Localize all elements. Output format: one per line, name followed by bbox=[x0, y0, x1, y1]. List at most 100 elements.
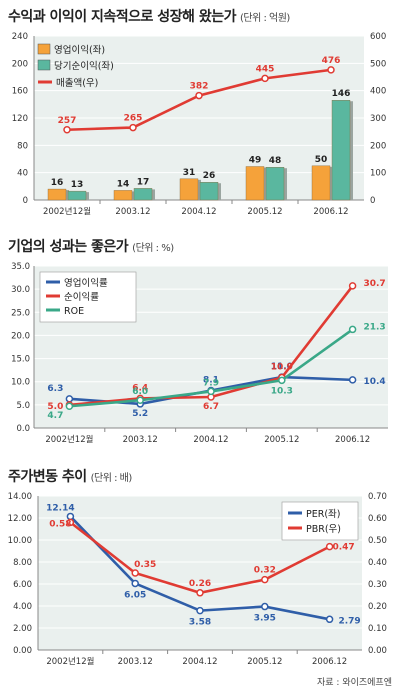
chart1-y-right-tick: 0 bbox=[370, 196, 375, 206]
chart3-title: 주가변동 추이 bbox=[8, 469, 87, 485]
chart2-y-tick: 15.0 bbox=[11, 355, 30, 365]
chart2-legend-label: 영업이익률 bbox=[64, 277, 108, 289]
chart2-series-0-point bbox=[348, 376, 357, 384]
chart3-x-tick: 2006.12 bbox=[312, 657, 347, 667]
chart1-revenue-point bbox=[195, 91, 203, 100]
chart2-legend-label: ROE bbox=[64, 306, 84, 317]
chart2-series-2-point bbox=[136, 396, 144, 404]
chart3-legend-label: PBR(우) bbox=[306, 524, 341, 535]
chart3-pbr-label: 0.35 bbox=[134, 560, 156, 570]
chart2-point-label: 10.3 bbox=[271, 386, 293, 396]
chart2-point-label: 6.3 bbox=[47, 384, 63, 394]
chart1-legend-label: 영업이익(좌) bbox=[54, 44, 105, 56]
chart3-y-right-tick: 0.00 bbox=[368, 646, 387, 656]
chart2-series-2-point bbox=[207, 387, 215, 396]
chart1-revenue-label: 257 bbox=[58, 116, 77, 126]
chart3-y-left-tick: 12.00 bbox=[8, 514, 32, 524]
chart1-bar-label: 146 bbox=[332, 89, 351, 99]
chart1-y-right-tick: 100 bbox=[370, 169, 386, 179]
chart2-point-label: 6.4 bbox=[132, 383, 148, 393]
chart3-per-point bbox=[325, 615, 334, 624]
chart3-per-point bbox=[131, 579, 139, 588]
chart3-y-left-tick: 0.00 bbox=[13, 646, 32, 656]
chart3-x-tick: 2003.12 bbox=[118, 657, 153, 667]
chart2-y-tick: 20.0 bbox=[11, 331, 30, 341]
chart3-pbr-label: 0.26 bbox=[189, 579, 211, 589]
source-note: 자료 : 와이즈에프엔 bbox=[317, 678, 392, 688]
chart3-pbr-label: 0.32 bbox=[254, 566, 276, 576]
chart3-y-left-tick: 8.00 bbox=[13, 558, 32, 568]
chart1-revenue-point bbox=[63, 126, 71, 134]
chart2-point-label: 11.0 bbox=[271, 362, 293, 372]
chart1-x-tick: 2003.12 bbox=[115, 207, 150, 217]
chart2-x-tick: 2002년12월 bbox=[45, 434, 93, 445]
chart2-y-tick: 5.0 bbox=[16, 401, 30, 411]
chart1-bar bbox=[245, 166, 265, 201]
chart1-bar-label: 31 bbox=[183, 168, 196, 178]
chart1-bar bbox=[133, 188, 153, 201]
chart1-bar-label: 49 bbox=[249, 156, 262, 166]
chart1-revenue-point bbox=[261, 74, 269, 83]
chart1-title: 수익과 이익이 지속적으로 성장해 왔는가 bbox=[8, 9, 236, 25]
chart3-pbr-point bbox=[325, 542, 334, 551]
chart1-y-left-tick: 240 bbox=[12, 32, 28, 42]
chart3-y-left-tick: 4.00 bbox=[13, 602, 32, 612]
chart1-unit: (단위 : 억원) bbox=[239, 13, 290, 24]
chart1-x-tick: 2005.12 bbox=[247, 207, 282, 217]
chart3-per-point bbox=[261, 602, 269, 611]
chart2-series-2-point bbox=[348, 325, 357, 334]
chart3-title-wrap: 주가변동 추이 (단위 : 배) bbox=[8, 466, 132, 486]
chart1-bar-label: 16 bbox=[51, 178, 64, 188]
chart1-bar-label: 17 bbox=[137, 177, 150, 187]
chart2-x-tick: 2004.12 bbox=[193, 435, 228, 445]
chart2-y-tick: 30.0 bbox=[11, 285, 30, 295]
chart3-per-point bbox=[196, 606, 204, 615]
chart2-title: 기업의 성과는 좋은가 bbox=[8, 239, 129, 255]
chart1-revenue-label: 476 bbox=[322, 56, 341, 66]
chart1-bar bbox=[179, 178, 199, 201]
chart3-pbr-label: 0.58 bbox=[49, 519, 71, 529]
chart2-y-tick: 35.0 bbox=[11, 262, 30, 272]
chart2-legend-label: 순이익률 bbox=[64, 291, 99, 303]
chart3-legend-label: PER(좌) bbox=[306, 509, 341, 520]
chart1-y-left-tick: 0 bbox=[23, 196, 28, 206]
chart2-point-label: 10.4 bbox=[363, 377, 385, 387]
chart1-bar bbox=[199, 182, 219, 201]
chart2-series-2-point bbox=[65, 402, 74, 410]
chart2-point-label: 21.3 bbox=[363, 322, 385, 332]
chart3-y-right-tick: 0.20 bbox=[368, 602, 387, 612]
chart2-point-label: 5.0 bbox=[47, 402, 63, 412]
chart3-y-left-tick: 6.00 bbox=[13, 580, 32, 590]
chart3-pbr-point bbox=[131, 569, 139, 577]
chart3-per-label: 12.14 bbox=[46, 503, 74, 513]
chart2-point-label: 10.9 bbox=[271, 363, 293, 373]
chart3-y-left-tick: 14.00 bbox=[8, 492, 32, 502]
chart1-y-right-tick: 300 bbox=[370, 114, 386, 124]
chart1-y-right-tick: 500 bbox=[370, 59, 386, 69]
chart1-bar bbox=[47, 188, 67, 201]
chart2-series-0-point bbox=[65, 395, 74, 403]
chart2-x-tick: 2006.12 bbox=[335, 435, 370, 445]
chart3-per-label: 2.79 bbox=[338, 616, 360, 626]
chart3-x-tick: 2004.12 bbox=[182, 657, 217, 667]
chart1-revenue-point bbox=[327, 66, 335, 74]
chart3-y-right-tick: 0.60 bbox=[368, 514, 387, 524]
chart1-revenue-label: 265 bbox=[124, 114, 143, 124]
chart3-y-left-tick: 10.00 bbox=[8, 536, 32, 546]
chart3-pbr-point bbox=[196, 589, 204, 597]
chart1-revenue-point bbox=[129, 123, 137, 132]
chart1-bar bbox=[265, 166, 285, 201]
chart3-per-label: 6.05 bbox=[124, 590, 146, 600]
chart2-title-wrap: 기업의 성과는 좋은가 (단위 : %) bbox=[8, 236, 174, 256]
chart2-series-1-point bbox=[348, 282, 357, 290]
chart2-point-label: 6.7 bbox=[203, 402, 219, 412]
chart2-y-tick: 0.0 bbox=[16, 424, 30, 434]
chart1-bar-label: 48 bbox=[269, 156, 282, 166]
chart3-y-right-tick: 0.70 bbox=[368, 492, 387, 502]
chart2-point-label: 8.1 bbox=[203, 376, 219, 386]
chart3-unit: (단위 : 배) bbox=[90, 473, 133, 484]
chart1-y-right-tick: 600 bbox=[370, 32, 386, 42]
chart1-legend-label: 당기순이익(좌) bbox=[54, 60, 114, 72]
chart3-y-left-tick: 2.00 bbox=[13, 624, 32, 634]
chart2-x-tick: 2003.12 bbox=[123, 435, 158, 445]
